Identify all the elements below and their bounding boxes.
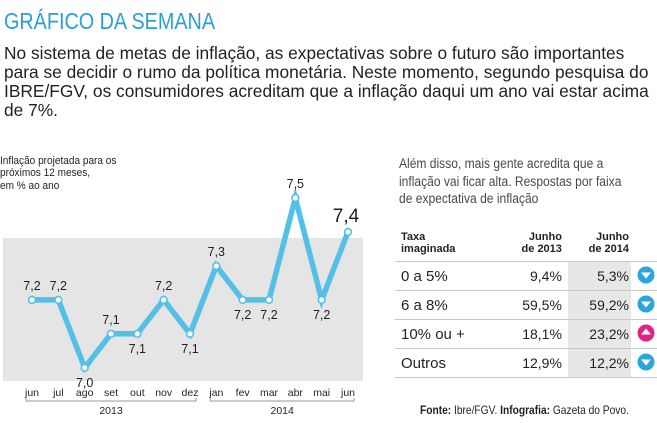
data-point bbox=[212, 261, 221, 271]
x-tick-label: abr bbox=[288, 387, 304, 399]
data-label: 7,2 bbox=[260, 308, 277, 322]
header-jun-2013-line1: Junho bbox=[528, 231, 562, 243]
chart-caption-line: Inflação projetada para os bbox=[0, 155, 117, 167]
row-trend bbox=[631, 348, 657, 378]
data-label: 7,2 bbox=[50, 279, 67, 293]
data-point bbox=[291, 193, 300, 203]
year-bracket bbox=[209, 398, 355, 402]
data-label: 7,2 bbox=[234, 308, 251, 322]
side-note-line: Além disso, mais gente acredita que a bbox=[399, 156, 604, 171]
row-jun-2013: 59,5% bbox=[498, 290, 568, 320]
source-line: Fonte: Ibre/FGV. Infografia: Gazeta do P… bbox=[420, 404, 631, 417]
data-point bbox=[80, 363, 89, 373]
data-label: 7,0 bbox=[76, 376, 93, 390]
data-point bbox=[27, 295, 37, 305]
data-point bbox=[159, 295, 168, 305]
x-tick-label: out bbox=[130, 387, 145, 399]
x-tick-label: mai bbox=[313, 387, 330, 399]
row-range: 6 a 8% bbox=[395, 290, 499, 320]
header-jun-2013: Junho de 2013 bbox=[499, 231, 568, 262]
row-trend bbox=[631, 319, 657, 349]
x-tick-label: fev bbox=[236, 387, 251, 399]
row-jun-2013: 9,4% bbox=[498, 261, 568, 291]
header-rate: Taxa imaginada bbox=[395, 231, 499, 262]
data-label: 7,3 bbox=[208, 245, 225, 259]
data-label: 7,1 bbox=[181, 342, 198, 356]
trend-down-icon bbox=[637, 353, 655, 370]
row-jun-2013: 12,9% bbox=[498, 348, 568, 378]
row-range: Outros bbox=[395, 348, 499, 378]
x-tick-label: jun bbox=[24, 387, 39, 399]
source-label: Fonte: bbox=[420, 404, 452, 417]
data-point bbox=[106, 329, 116, 339]
side-note-line: de expectativa de inflação bbox=[399, 191, 539, 207]
trend-down-icon bbox=[637, 295, 655, 312]
row-trend bbox=[631, 290, 657, 320]
side-note: Além disso, mais gente acredita que a in… bbox=[399, 155, 633, 208]
row-jun-2014: 59,2% bbox=[567, 290, 631, 320]
table-row: 10% ou +18,1% 23,2% bbox=[395, 319, 657, 349]
table-row: Outros 12,9% 12,2% bbox=[395, 348, 657, 378]
year-bracket bbox=[25, 398, 197, 402]
year-label: 2014 bbox=[270, 405, 294, 417]
chart-caption: Inflação projetada para os próximos 12 m… bbox=[0, 155, 162, 192]
header-jun-2014-line1: Junho bbox=[596, 231, 629, 243]
header-jun-2014: Junho de 2014 bbox=[568, 231, 631, 262]
table-row: 6 a 8% 59,5% 59,2% bbox=[395, 290, 657, 320]
data-label: 7,2 bbox=[23, 279, 40, 293]
data-label: 7,1 bbox=[102, 313, 119, 327]
row-jun-2014: 5,3% bbox=[567, 261, 631, 291]
intro-paragraph: No sistema de metas de inflação, as expe… bbox=[4, 43, 649, 120]
data-label: 7,5 bbox=[287, 177, 304, 191]
data-label: 7,4 bbox=[333, 206, 360, 227]
infographic-label: Infografia: bbox=[500, 404, 551, 417]
infographic-value: Gazeta do Povo. bbox=[550, 404, 629, 417]
chart-caption-line: próximos 12 meses, bbox=[0, 167, 91, 180]
data-label: 7,2 bbox=[155, 279, 172, 293]
row-jun-2013: 18,1% bbox=[498, 319, 568, 349]
x-tick-label: ago bbox=[76, 387, 94, 399]
x-tick-label: jul bbox=[52, 387, 64, 399]
header-jun-2014-line2: de 2014 bbox=[588, 243, 629, 255]
data-point bbox=[133, 329, 142, 339]
trend-down-icon bbox=[637, 266, 655, 283]
x-tick-label: jun bbox=[340, 387, 355, 399]
header-jun-2013-line2: de 2013 bbox=[521, 243, 562, 255]
table-row: 0 a 5% 9,4% 5,3% bbox=[395, 261, 657, 291]
row-jun-2014: 12,2% bbox=[567, 348, 631, 378]
x-tick-label: nov bbox=[155, 387, 173, 399]
row-range: 10% ou + bbox=[395, 319, 499, 349]
data-point bbox=[343, 227, 353, 237]
data-label: 7,2 bbox=[313, 308, 330, 322]
data-point bbox=[264, 295, 274, 305]
data-point bbox=[238, 295, 247, 305]
data-label: 7,1 bbox=[129, 342, 146, 356]
row-jun-2014: 23,2% bbox=[567, 319, 631, 349]
header-rate-line1: Taxa bbox=[401, 231, 426, 243]
data-point bbox=[317, 295, 326, 305]
row-range: 0 a 5% bbox=[395, 261, 499, 291]
year-label: 2013 bbox=[99, 405, 123, 417]
data-point bbox=[54, 295, 63, 305]
x-tick-label: set bbox=[104, 387, 118, 399]
header-rate-line2: imaginada bbox=[401, 243, 456, 255]
data-point bbox=[185, 329, 195, 339]
header-trend bbox=[631, 231, 657, 262]
section-title: GRÁFICO DA SEMANA bbox=[4, 8, 216, 34]
trend-up-icon bbox=[637, 324, 655, 341]
x-tick-label: dez bbox=[182, 387, 199, 399]
expectations-table: Taxa imaginada Junho de 2013 Junho de 20… bbox=[395, 231, 657, 378]
x-tick-label: mar bbox=[260, 387, 279, 399]
x-tick-label: jan bbox=[208, 387, 223, 399]
row-trend bbox=[631, 261, 657, 291]
chart-caption-line: em % ao ano bbox=[0, 179, 60, 192]
side-note-line: inflação vai ficar alta. Respostas por f… bbox=[399, 173, 622, 189]
inflation-line-chart: 7,2 7,2 7,0 7,1 7,1 7,2 7,1 7,3 7,2 7,2 7,5 7,2 7,4 j… bbox=[3, 177, 363, 417]
source-value: Ibre/FGV. bbox=[451, 404, 501, 417]
